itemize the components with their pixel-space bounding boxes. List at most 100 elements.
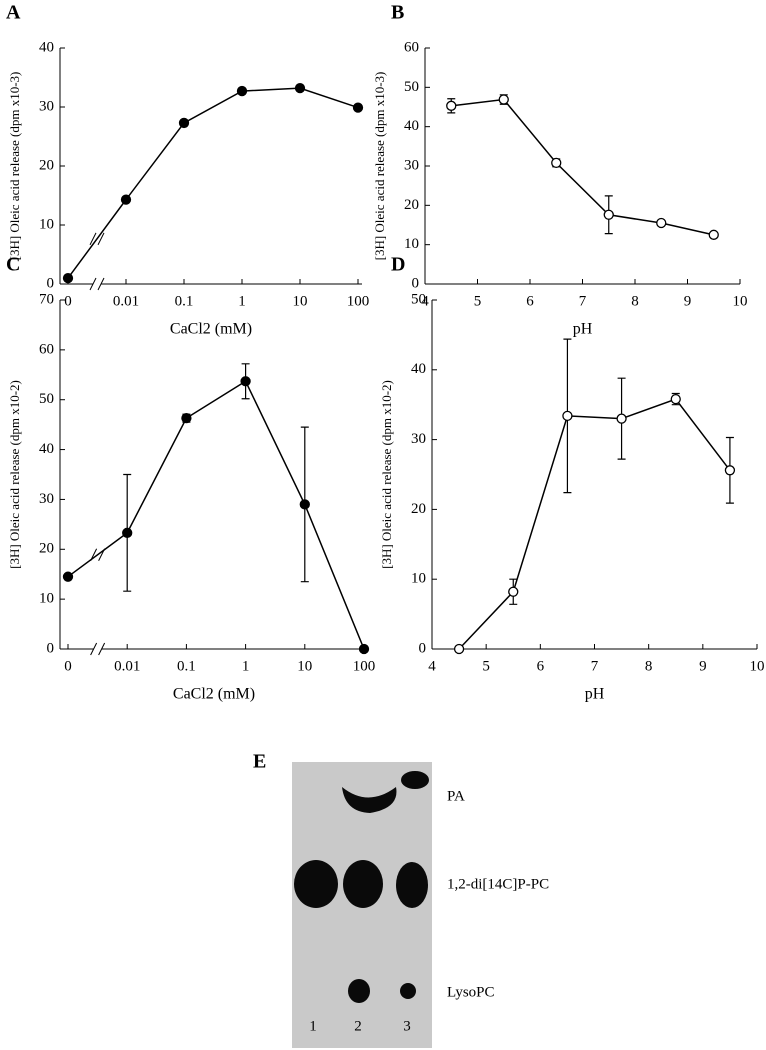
data-point <box>178 117 190 129</box>
x-tick-label: 0.01 <box>114 658 140 674</box>
panel-label: A <box>6 2 21 24</box>
y-tick-label: 40 <box>411 361 426 377</box>
y-tick-label: 50 <box>411 291 426 307</box>
x-tick-label: 10 <box>297 658 312 674</box>
data-point <box>656 217 667 229</box>
y-tick-label: 10 <box>39 591 54 607</box>
y-tick-label: 60 <box>404 39 419 55</box>
data-point <box>498 94 509 105</box>
x-tick-label: 0.1 <box>175 293 194 309</box>
y-tick-label: 30 <box>411 431 426 447</box>
data-line <box>67 87 359 279</box>
axis-break <box>89 277 97 291</box>
y-tick-label: 20 <box>404 197 419 213</box>
x-axis-label: CaCl2 (mM) <box>173 686 255 703</box>
x-tick-label: 100 <box>347 293 370 309</box>
line-break <box>89 232 97 246</box>
data-point <box>508 586 519 597</box>
band-label: 1,2-di[14C]P-PC <box>447 876 549 892</box>
data-point <box>670 393 681 405</box>
x-tick-label: 1 <box>242 658 250 674</box>
panel-label: D <box>391 254 405 276</box>
data-line <box>67 380 365 650</box>
data-point <box>181 413 192 424</box>
axis-break <box>98 642 106 656</box>
data-point <box>562 410 573 422</box>
x-axis-label: pH <box>573 321 593 338</box>
x-tick-label: 0 <box>64 658 72 674</box>
x-tick-label: 9 <box>684 293 692 309</box>
y-tick-label: 40 <box>39 441 54 457</box>
data-point <box>236 85 248 97</box>
x-tick-label: 9 <box>699 658 707 674</box>
data-point <box>358 643 370 655</box>
x-tick-label: 1 <box>238 293 246 309</box>
y-axis-label: [3H] Oleic acid release (dpm x10-3) <box>7 72 22 261</box>
data-line <box>451 98 714 236</box>
lane-label: 1 <box>309 1018 317 1034</box>
x-axis-label: pH <box>585 686 605 703</box>
x-tick-label: 10 <box>293 293 308 309</box>
panel-label: C <box>6 254 20 276</box>
y-tick-label: 50 <box>39 391 54 407</box>
x-tick-label: 10 <box>750 658 765 674</box>
data-point <box>453 643 465 655</box>
x-tick-label: 10 <box>733 293 748 309</box>
data-point <box>446 100 457 111</box>
data-point <box>62 571 74 582</box>
data-point <box>240 376 251 387</box>
y-tick-label: 0 <box>419 640 427 656</box>
y-axis-label: [3H] Oleic acid release (dpm x10-2) <box>7 380 22 569</box>
x-tick-label: 0.01 <box>113 293 139 309</box>
y-tick-label: 30 <box>39 98 54 114</box>
y-tick-label: 20 <box>39 157 54 173</box>
data-point <box>724 465 736 476</box>
x-tick-label: 6 <box>537 658 545 674</box>
y-tick-label: 40 <box>404 118 419 134</box>
x-tick-label: 0.1 <box>177 658 196 674</box>
x-tick-label: 6 <box>526 293 534 309</box>
x-tick-label: 8 <box>631 293 639 309</box>
y-tick-label: 50 <box>404 79 419 95</box>
data-point <box>62 272 74 284</box>
y-tick-label: 70 <box>39 291 54 307</box>
y-tick-label: 40 <box>39 39 54 55</box>
panel-label: E <box>253 751 266 773</box>
x-tick-label: 0 <box>64 293 72 309</box>
x-tick-label: 7 <box>591 658 599 674</box>
panel-label: B <box>391 2 404 24</box>
data-point <box>616 413 627 424</box>
x-tick-label: 100 <box>353 658 376 674</box>
x-tick-label: 5 <box>474 293 482 309</box>
data-point <box>122 527 133 538</box>
gel-spots <box>294 771 429 1003</box>
data-point <box>708 229 719 240</box>
x-tick-label: 4 <box>428 658 436 674</box>
y-tick-label: 10 <box>39 216 54 232</box>
y-tick-label: 20 <box>411 501 426 517</box>
band-label: LysoPC <box>447 984 495 1000</box>
y-tick-label: 10 <box>411 571 426 587</box>
x-axis-label: CaCl2 (mM) <box>170 321 252 338</box>
y-tick-label: 0 <box>47 275 55 291</box>
data-point <box>352 102 364 113</box>
data-point <box>120 194 132 205</box>
band-label: PA <box>447 788 465 804</box>
y-tick-label: 10 <box>404 236 419 252</box>
x-tick-label: 8 <box>645 658 653 674</box>
axis-break <box>90 642 98 656</box>
lane-label: 3 <box>403 1018 411 1034</box>
y-axis-label: [3H] Oleic acid release (dpm x10-3) <box>372 72 387 261</box>
y-tick-label: 30 <box>404 157 419 173</box>
y-tick-label: 60 <box>39 341 54 357</box>
x-tick-label: 5 <box>482 658 490 674</box>
data-point <box>551 157 562 169</box>
x-tick-label: 4 <box>421 293 429 309</box>
lane-label: 2 <box>354 1018 362 1034</box>
data-line <box>458 398 731 650</box>
y-axis-label: [3H] Oleic acid release (dpm x10-2) <box>379 380 394 569</box>
axis-break <box>97 277 105 291</box>
y-tick-label: 20 <box>39 541 54 557</box>
